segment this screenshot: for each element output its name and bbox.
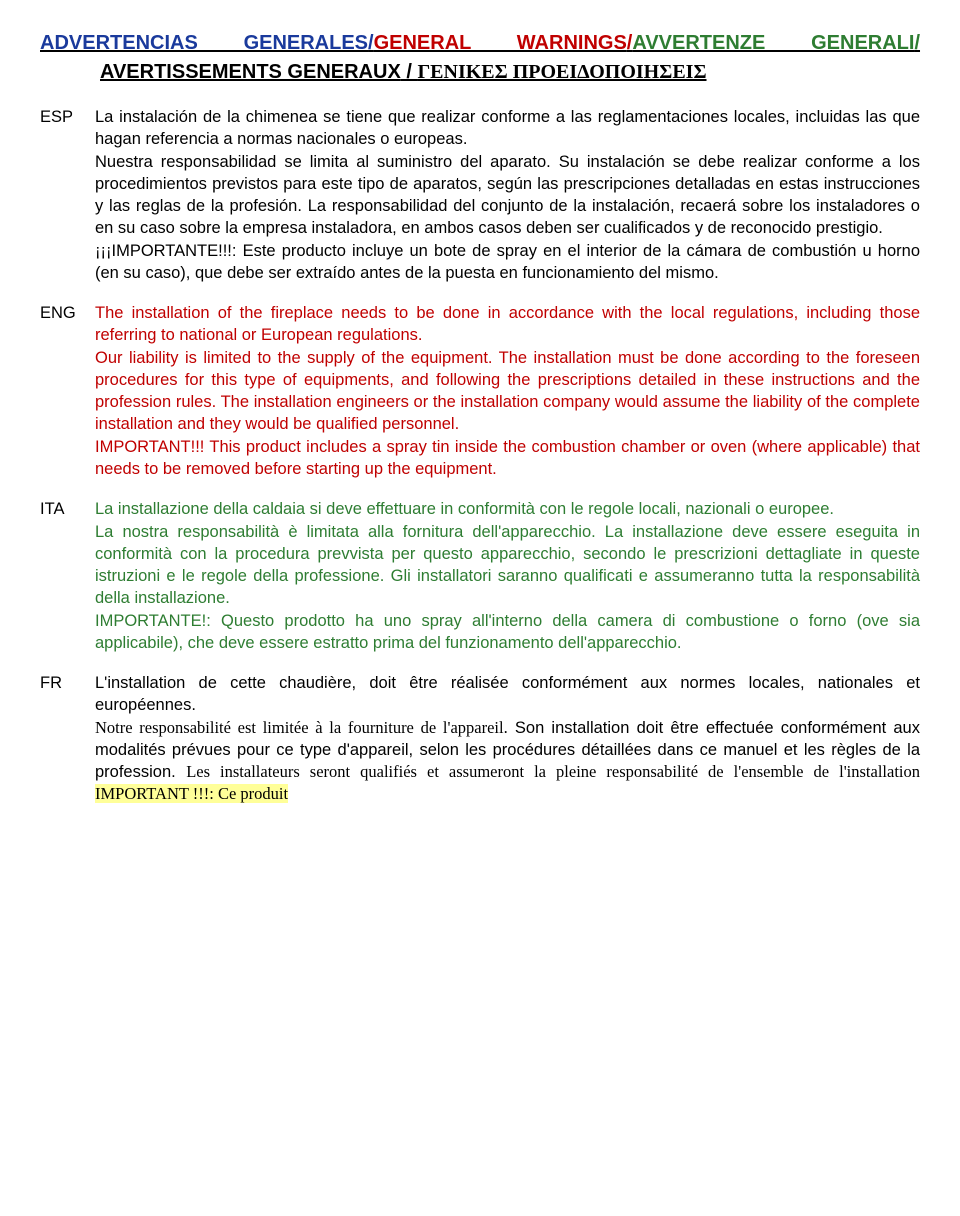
lang-label-fr: FR xyxy=(40,672,95,806)
section-eng: ENG The installation of the fireplace ne… xyxy=(40,302,920,480)
body-ita: La installazione della caldaia si deve e… xyxy=(95,498,920,654)
body-fr: L'installation de cette chaudière, doit … xyxy=(95,672,920,806)
heading-gr: ΓΕΝΙΚΕΣ ΠΡΟΕΙΔΟΠΟΙΗΣΕΙΣ xyxy=(417,61,706,83)
heading-line-1: ADVERTENCIAS GENERALES/GENERAL WARNINGS/… xyxy=(40,30,920,57)
highlight-fr: IMPORTANT !!!: Ce produit xyxy=(95,784,288,803)
lang-label-ita: ITA xyxy=(40,498,95,654)
heading-line-2: AVERTISSEMENTS GENERAUX / ΓΕΝΙΚΕΣ ΠΡΟΕΙΔ… xyxy=(40,59,920,86)
section-esp: ESP La instalación de la chimenea se tie… xyxy=(40,106,920,284)
body-eng: The installation of the fireplace needs … xyxy=(95,302,920,480)
heading-esp: ADVERTENCIAS GENERALES xyxy=(40,32,368,54)
heading-ita: AVVERTENZE GENERALI xyxy=(632,32,914,54)
heading-fr: AVERTISSEMENTS GENERAUX xyxy=(100,61,401,83)
heading-eng: GENERAL WARNINGS xyxy=(374,32,627,54)
lang-label-eng: ENG xyxy=(40,302,95,480)
body-esp: La instalación de la chimenea se tiene q… xyxy=(95,106,920,284)
lang-label-esp: ESP xyxy=(40,106,95,284)
section-fr: FR L'installation de cette chaudière, do… xyxy=(40,672,920,806)
section-ita: ITA La installazione della caldaia si de… xyxy=(40,498,920,654)
